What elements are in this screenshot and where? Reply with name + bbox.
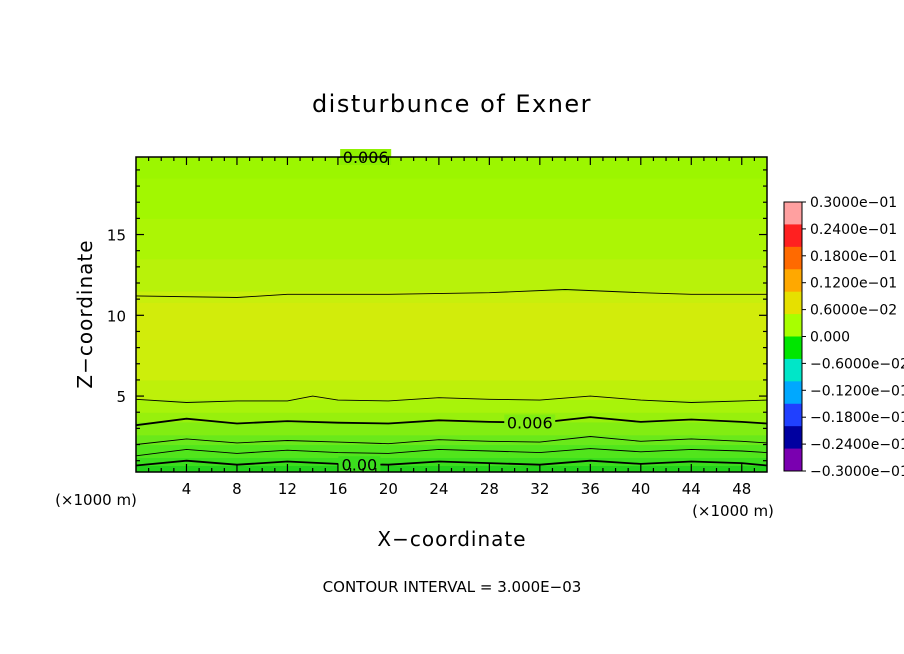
colorbar-label: 0.2400e−01 [810, 222, 897, 238]
color-band [136, 302, 767, 341]
contour-line [136, 289, 767, 298]
x-axis-label: X−coordinate [377, 527, 526, 551]
contour-line [136, 416, 767, 427]
x-axis: 4 8 12 16 20 24 28 32 36 40 44 48 [148, 157, 755, 498]
color-band [136, 339, 767, 381]
contour-label-bg [504, 414, 556, 431]
color-band [136, 379, 767, 400]
x-tick-label: 20 [379, 480, 398, 498]
x-tick-label: 8 [232, 480, 242, 498]
colorbar-swatch [784, 202, 802, 225]
colorbar-label: −0.1200e−01 [810, 383, 904, 399]
y-axis: 5 10 15 [107, 169, 767, 462]
colorbar-label: 0.1200e−01 [810, 276, 897, 292]
y-axis-label: Z−coordinate [73, 239, 97, 388]
x-tick-label: 4 [182, 480, 192, 498]
x-tick-label: 40 [631, 480, 650, 498]
colorbar-label: −0.1800e−01 [810, 410, 904, 426]
color-band [136, 412, 767, 423]
x-tick-label: 28 [480, 480, 499, 498]
x-tick-label: 12 [278, 480, 297, 498]
color-fill [136, 157, 767, 472]
x-tick-label: 16 [328, 480, 347, 498]
y-tick-label: 10 [107, 307, 126, 325]
contour-line [136, 459, 767, 467]
colorbar-label: 0.1800e−01 [810, 249, 897, 265]
colorbar-swatch [784, 426, 802, 450]
colorbar-swatch [784, 224, 802, 248]
contour-lines [136, 157, 767, 467]
colorbar-label: −0.3000e−01 [810, 464, 904, 480]
color-band [136, 157, 767, 179]
x-unit-right: (×1000 m) [692, 502, 774, 520]
contour-interval-note: CONTOUR INTERVAL = 3.000E−03 [323, 578, 582, 596]
color-band [136, 399, 767, 413]
colorbar-swatch [784, 314, 802, 337]
x-tick-label: 44 [682, 480, 701, 498]
contour-line [136, 395, 767, 403]
colorbar-swatch [784, 246, 802, 270]
y-tick-label: 5 [116, 388, 126, 406]
colorbar-label: −0.2400e−01 [810, 437, 904, 453]
color-band [136, 258, 767, 292]
contour-label: 0.006 [507, 414, 553, 433]
color-band [136, 444, 767, 458]
x-tick-label: 36 [581, 480, 600, 498]
contour-line [136, 436, 767, 445]
colorbar-swatch [784, 269, 802, 293]
color-band [136, 421, 767, 436]
x-unit-left: (×1000 m) [55, 491, 137, 509]
contour-line [136, 448, 767, 457]
colorbar-swatch [784, 403, 802, 427]
colorbar-swatch [784, 358, 802, 382]
color-band [136, 291, 767, 303]
x-tick-label: 24 [429, 480, 448, 498]
contour-label-bg [338, 456, 381, 473]
colorbar-label: 0.3000e−01 [810, 195, 897, 211]
colorbar-swatch [784, 291, 802, 315]
colorbar-label: −0.6000e−02 [810, 356, 904, 372]
colorbar: 0.3000e−01 0.2400e−01 0.1800e−01 0.1200e−01… [783, 195, 904, 480]
chart-title: disturbunce of Exner [312, 90, 592, 118]
colorbar-swatch [784, 448, 802, 472]
colorbar-swatch [784, 336, 802, 360]
x-tick-label: 32 [530, 480, 549, 498]
color-band [136, 178, 767, 219]
colorbar-swatch [784, 381, 802, 405]
x-tick-label: 48 [732, 480, 751, 498]
y-tick-label: 15 [107, 227, 126, 245]
colorbar-label: 0.000 [810, 330, 850, 346]
color-band [136, 218, 767, 260]
colorbar-label: 0.6000e−02 [810, 303, 897, 319]
